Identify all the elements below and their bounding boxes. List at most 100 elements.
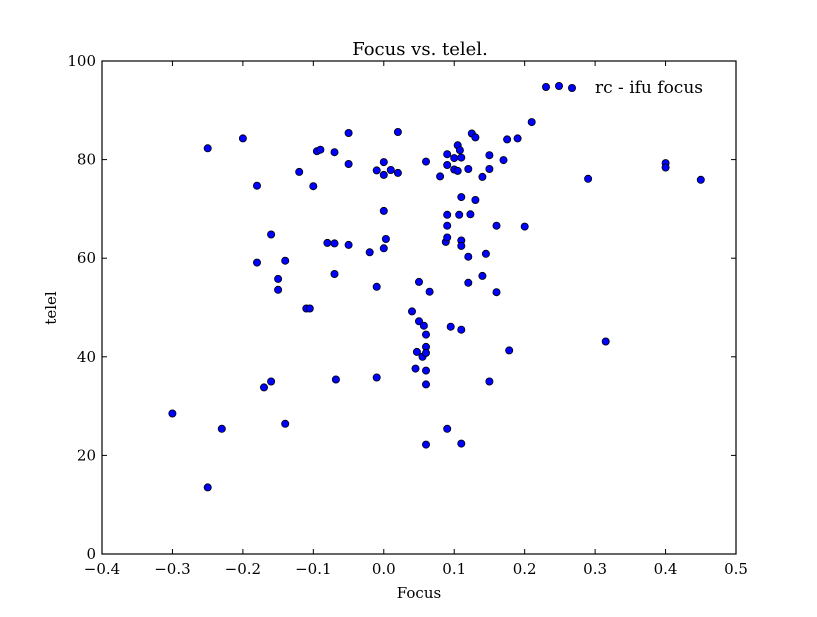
data-point	[379, 170, 388, 179]
y-axis-title: telel	[42, 291, 60, 325]
data-point	[661, 163, 670, 172]
data-point	[455, 146, 464, 155]
data-point	[411, 364, 420, 373]
data-point	[203, 144, 212, 153]
data-point	[464, 164, 473, 173]
data-point	[412, 347, 421, 356]
data-point	[457, 193, 466, 202]
data-point	[505, 346, 514, 355]
data-point	[457, 439, 466, 448]
data-point	[478, 271, 487, 280]
y-tick-label: 20	[77, 446, 96, 464]
data-point	[414, 277, 423, 286]
data-point	[379, 158, 388, 167]
axis-ticks: −0.4 −0.3 −0.2 −0.1 0.0 0.1 0.2 0.3 0.4 0.5 0 20 40 6…	[67, 52, 748, 578]
data-point	[481, 249, 490, 258]
chart-title: Focus vs. telel.	[352, 39, 488, 60]
data-point	[601, 337, 610, 346]
data-point	[372, 373, 381, 382]
data-point	[455, 210, 464, 219]
data-point	[492, 221, 501, 230]
data-point	[443, 233, 452, 242]
data-point	[443, 160, 452, 169]
data-point	[443, 150, 452, 159]
data-point	[450, 154, 459, 163]
data-point	[393, 168, 402, 177]
data-point	[330, 269, 339, 278]
data-point	[344, 240, 353, 249]
legend-marker	[555, 82, 564, 91]
x-tick-label: −0.3	[154, 560, 190, 578]
data-point	[330, 148, 339, 157]
data-point	[379, 206, 388, 215]
data-point	[414, 317, 423, 326]
data-point	[274, 274, 283, 283]
data-point	[446, 322, 455, 331]
data-point	[316, 145, 325, 154]
y-tick-label: 40	[77, 348, 96, 366]
data-point	[503, 135, 512, 144]
data-point	[372, 282, 381, 291]
x-tick-label: 0.2	[513, 560, 537, 578]
data-point	[305, 304, 314, 313]
data-point	[323, 238, 332, 247]
data-point	[527, 118, 536, 127]
data-point	[421, 440, 430, 449]
legend-marker	[542, 83, 551, 92]
data-point	[466, 210, 475, 219]
data-point	[421, 366, 430, 375]
data-point	[499, 156, 508, 165]
data-points	[168, 118, 705, 492]
data-point	[425, 287, 434, 296]
data-point	[365, 248, 374, 257]
data-point	[217, 424, 226, 433]
data-point	[471, 133, 480, 142]
data-point	[259, 383, 268, 392]
data-point	[485, 377, 494, 386]
x-tick-label: 0.0	[372, 560, 396, 578]
data-point	[381, 234, 390, 243]
data-point	[344, 128, 353, 137]
data-point	[443, 424, 452, 433]
x-tick-label: 0.4	[654, 560, 678, 578]
data-point	[421, 157, 430, 166]
data-point	[421, 330, 430, 339]
data-point	[168, 409, 177, 418]
data-point	[421, 380, 430, 389]
data-point	[443, 210, 452, 219]
data-point	[393, 127, 402, 136]
data-point	[252, 181, 261, 190]
data-point	[252, 258, 261, 267]
data-point	[443, 221, 452, 230]
data-point	[419, 321, 428, 330]
data-point	[330, 239, 339, 248]
data-point	[379, 244, 388, 253]
data-point	[386, 165, 395, 174]
x-axis-title: Focus	[397, 584, 441, 602]
data-point	[238, 134, 247, 143]
x-tick-label: 0.3	[583, 560, 607, 578]
legend: rc - ifu focus	[542, 78, 703, 98]
data-point	[331, 375, 340, 384]
data-point	[203, 483, 212, 492]
data-point	[492, 288, 501, 297]
data-point	[513, 134, 522, 143]
data-point	[267, 377, 276, 386]
x-tick-label: −0.4	[84, 560, 120, 578]
data-point	[485, 151, 494, 160]
data-point	[457, 153, 466, 162]
data-point	[281, 419, 290, 428]
plot-area-frame	[101, 60, 737, 555]
data-point	[274, 285, 283, 294]
x-tick-label: 0.5	[724, 560, 748, 578]
data-point	[584, 174, 593, 183]
legend-label: rc - ifu focus	[595, 78, 703, 98]
legend-marker	[568, 84, 577, 93]
data-point	[453, 166, 462, 175]
x-tick-label: −0.1	[295, 560, 331, 578]
data-point	[372, 166, 381, 175]
x-tick-label: −0.2	[225, 560, 261, 578]
data-point	[485, 164, 494, 173]
